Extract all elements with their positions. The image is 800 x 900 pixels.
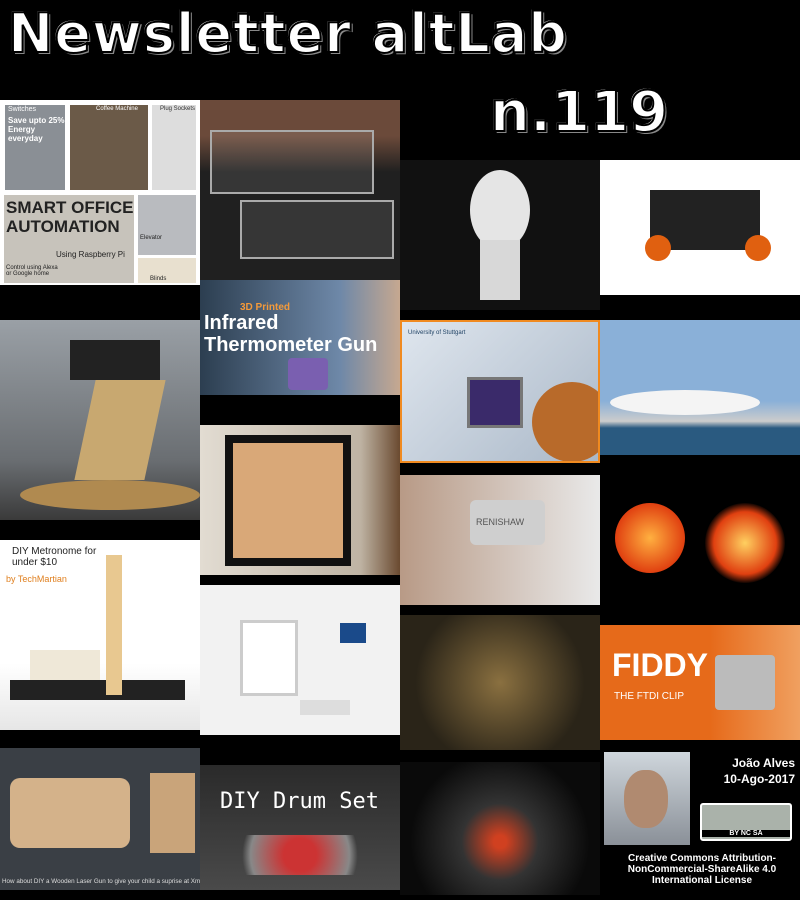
photo xyxy=(5,105,65,190)
label: Coffee Machine xyxy=(96,106,138,112)
photo xyxy=(240,620,298,696)
photo xyxy=(532,382,598,461)
cc-badge[interactable]: BY NC SA xyxy=(700,803,792,841)
office-tile[interactable]: Switches Save upto 25% Energy everyday C… xyxy=(0,100,200,285)
photo xyxy=(106,555,122,695)
chip-tile[interactable]: University of Stuttgart xyxy=(400,320,600,463)
photo xyxy=(150,773,195,853)
photo xyxy=(615,503,685,573)
laser-gun-tile[interactable]: How about DIY a Wooden Laser Gun to give… xyxy=(0,748,200,890)
heading: SMART OFFICE AUTOMATION xyxy=(6,198,134,236)
issue-number: n.119 xyxy=(489,79,669,146)
spinner-tile[interactable] xyxy=(200,100,400,280)
author-date: 10-Ago-2017 xyxy=(723,772,795,786)
thermometer-tile[interactable]: 3D Printed Infrared Thermometer Gun xyxy=(200,280,400,395)
photo xyxy=(74,380,166,480)
badge-label: BY NC SA xyxy=(702,830,790,837)
label: Control using Alexa or Google home xyxy=(6,265,58,277)
photo xyxy=(220,835,380,875)
license-text: Creative Commons Attribution-NonCommerci… xyxy=(627,853,777,886)
photo xyxy=(715,655,775,710)
photo xyxy=(705,503,785,583)
label: THE FTDI CLIP xyxy=(614,691,685,702)
label: Save upto 25% Energy everyday xyxy=(8,116,65,143)
photo xyxy=(70,105,148,190)
photo xyxy=(470,170,530,250)
photo xyxy=(467,377,523,428)
photo xyxy=(152,105,196,190)
robot-car-tile[interactable] xyxy=(600,160,800,295)
renishaw-tile[interactable]: RENISHAW xyxy=(400,475,600,605)
planet-tile[interactable] xyxy=(400,762,600,895)
head-tile[interactable] xyxy=(400,160,600,310)
photo xyxy=(4,195,134,283)
tablet-tile[interactable] xyxy=(200,585,400,735)
photo xyxy=(624,770,668,828)
photo xyxy=(225,435,351,566)
label: Switches xyxy=(8,106,37,113)
caption: How about DIY a Wooden Laser Gun to give… xyxy=(2,878,200,885)
photo xyxy=(30,650,100,680)
label: by TechMartian xyxy=(6,574,67,584)
turret-tile[interactable] xyxy=(0,320,200,520)
photo xyxy=(470,500,545,545)
photo xyxy=(10,680,185,700)
photo xyxy=(240,200,394,259)
photo xyxy=(300,700,350,715)
photo xyxy=(138,258,196,283)
rocket-tile[interactable] xyxy=(600,320,800,455)
author-photo xyxy=(604,752,690,845)
label: University of Stuttgart xyxy=(408,330,466,336)
drum-tile[interactable]: DIY Drum Set xyxy=(200,765,400,890)
author-name: João Alves xyxy=(732,756,795,770)
photo xyxy=(138,195,196,255)
photo xyxy=(610,390,760,415)
newsletter-title: Newsletter altLab xyxy=(7,1,568,66)
heading: DIY Metronome for under $10 xyxy=(12,546,97,568)
label: Using Raspberry Pi xyxy=(56,250,125,259)
photo xyxy=(70,340,160,380)
sun-tile[interactable] xyxy=(600,475,800,600)
heading: Infrared Thermometer Gun xyxy=(204,312,378,356)
metronome-tile[interactable]: DIY Metronome for under $10 by TechMarti… xyxy=(0,540,200,730)
photo xyxy=(480,240,520,300)
label: RENISHAW xyxy=(476,517,525,527)
label: 3D Printed xyxy=(240,302,291,313)
photo xyxy=(10,778,130,848)
label: Blinds xyxy=(150,276,167,282)
photo xyxy=(210,130,374,194)
photo xyxy=(20,480,200,510)
fab-tile[interactable] xyxy=(400,615,600,750)
word-clock-tile[interactable] xyxy=(200,425,400,575)
label: Elevator xyxy=(140,235,163,241)
heading: DIY Drum Set xyxy=(220,789,379,814)
photo xyxy=(340,623,366,643)
photo xyxy=(645,235,671,261)
label: Plug Sockets xyxy=(160,106,196,112)
photo xyxy=(745,235,771,261)
author-info: João Alves 10-Ago-2017 xyxy=(695,755,795,787)
fiddy-tile[interactable]: FIDDY THE FTDI CLIP xyxy=(600,625,800,740)
heading: FIDDY xyxy=(612,647,708,683)
photo xyxy=(288,358,328,390)
